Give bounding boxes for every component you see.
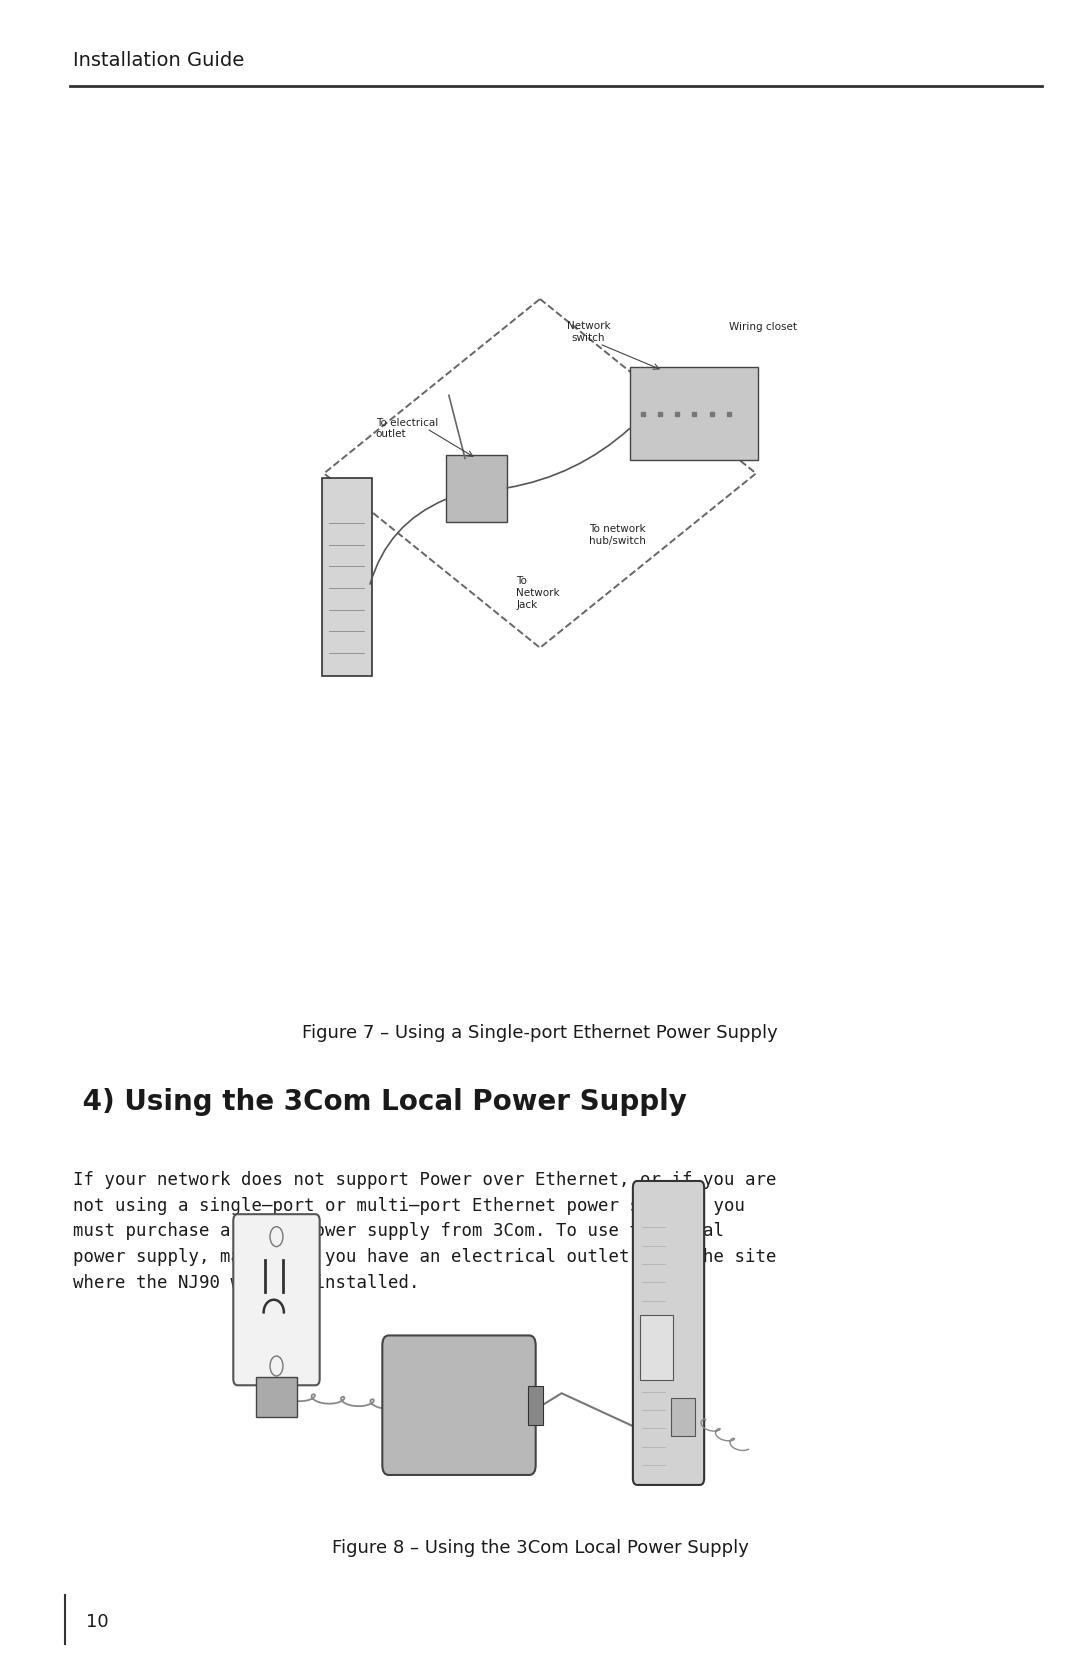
Text: If your network does not support Power over Ethernet, or if you are
not using a : If your network does not support Power o… — [73, 1171, 777, 1292]
FancyBboxPatch shape — [256, 1377, 297, 1417]
FancyBboxPatch shape — [528, 1385, 543, 1425]
Text: To electrical
outlet: To electrical outlet — [376, 417, 438, 440]
FancyBboxPatch shape — [671, 1399, 694, 1437]
Text: Figure 8 – Using the 3Com Local Power Supply: Figure 8 – Using the 3Com Local Power Su… — [332, 1540, 748, 1556]
FancyBboxPatch shape — [233, 1214, 320, 1385]
Text: Wiring closet: Wiring closet — [729, 322, 797, 332]
Text: Installation Guide: Installation Guide — [73, 51, 245, 70]
Text: Figure 7 – Using a Single-port Ethernet Power Supply: Figure 7 – Using a Single-port Ethernet … — [302, 1025, 778, 1041]
Text: To
Network
Jack: To Network Jack — [516, 576, 559, 610]
Text: 10: 10 — [86, 1613, 109, 1631]
FancyBboxPatch shape — [382, 1335, 536, 1475]
Text: To network
hub/switch: To network hub/switch — [589, 523, 646, 546]
FancyBboxPatch shape — [322, 478, 372, 676]
Text: Network
switch: Network switch — [567, 321, 610, 344]
FancyBboxPatch shape — [630, 367, 758, 460]
FancyBboxPatch shape — [640, 1316, 673, 1380]
Text: 4) Using the 3Com Local Power Supply: 4) Using the 3Com Local Power Supply — [73, 1088, 687, 1116]
FancyBboxPatch shape — [446, 455, 507, 522]
FancyBboxPatch shape — [633, 1181, 704, 1485]
